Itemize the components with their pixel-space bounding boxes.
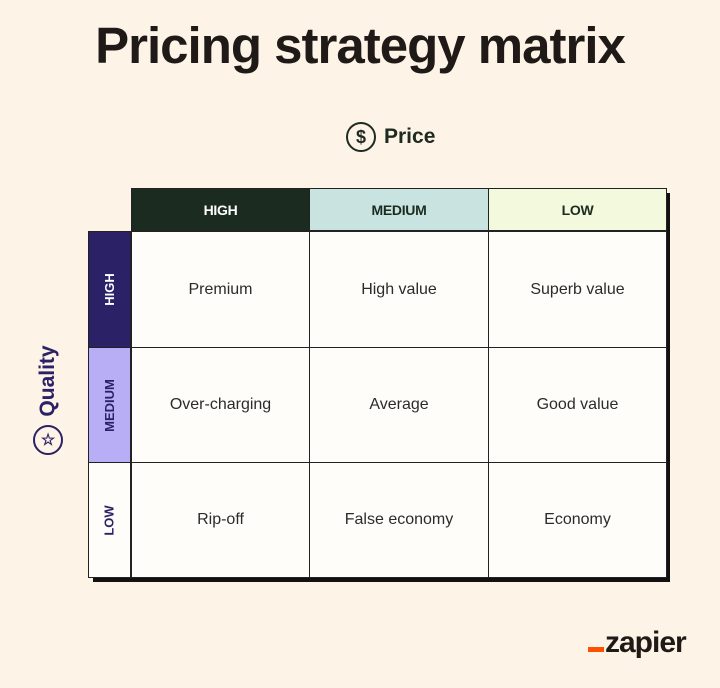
row-header-high: HIGH: [88, 231, 131, 348]
row-header-label: MEDIUM: [102, 378, 117, 432]
dollar-circle-icon: $: [346, 122, 376, 152]
matrix-cell: Good value: [488, 347, 667, 463]
quality-axis-label: ☆ Quality: [33, 340, 63, 460]
row-header-low: LOW: [88, 462, 131, 578]
column-header-low: LOW: [488, 188, 667, 231]
matrix-cell: Average: [309, 347, 489, 463]
matrix-cell: Superb value: [488, 231, 667, 348]
row-header-label: LOW: [101, 504, 117, 536]
matrix-cell: High value: [309, 231, 489, 348]
matrix-cell: Premium: [131, 231, 310, 348]
logo-text: zapier: [605, 626, 687, 659]
quality-label: Quality: [36, 345, 59, 417]
matrix-shadow-right: [666, 193, 670, 582]
page-title: Pricing strategy matrix: [95, 17, 626, 74]
matrix-cell: Rip-off: [131, 462, 310, 578]
logo-underscore: [588, 647, 604, 652]
matrix-shadow-bottom: [93, 577, 670, 582]
matrix-cell: Economy: [488, 462, 667, 578]
star-circle-icon: ☆: [33, 424, 63, 455]
matrix-cell: Over-charging: [131, 347, 310, 463]
price-axis-label: $ Price: [346, 122, 435, 152]
price-label: Price: [384, 125, 436, 148]
row-header-medium: MEDIUM: [88, 347, 131, 463]
row-header-label: HIGH: [102, 273, 117, 306]
matrix-cell: False economy: [309, 462, 489, 578]
column-header-high: HIGH: [131, 188, 310, 231]
zapier-logo: zapier: [588, 626, 687, 660]
column-header-medium: MEDIUM: [309, 188, 489, 231]
